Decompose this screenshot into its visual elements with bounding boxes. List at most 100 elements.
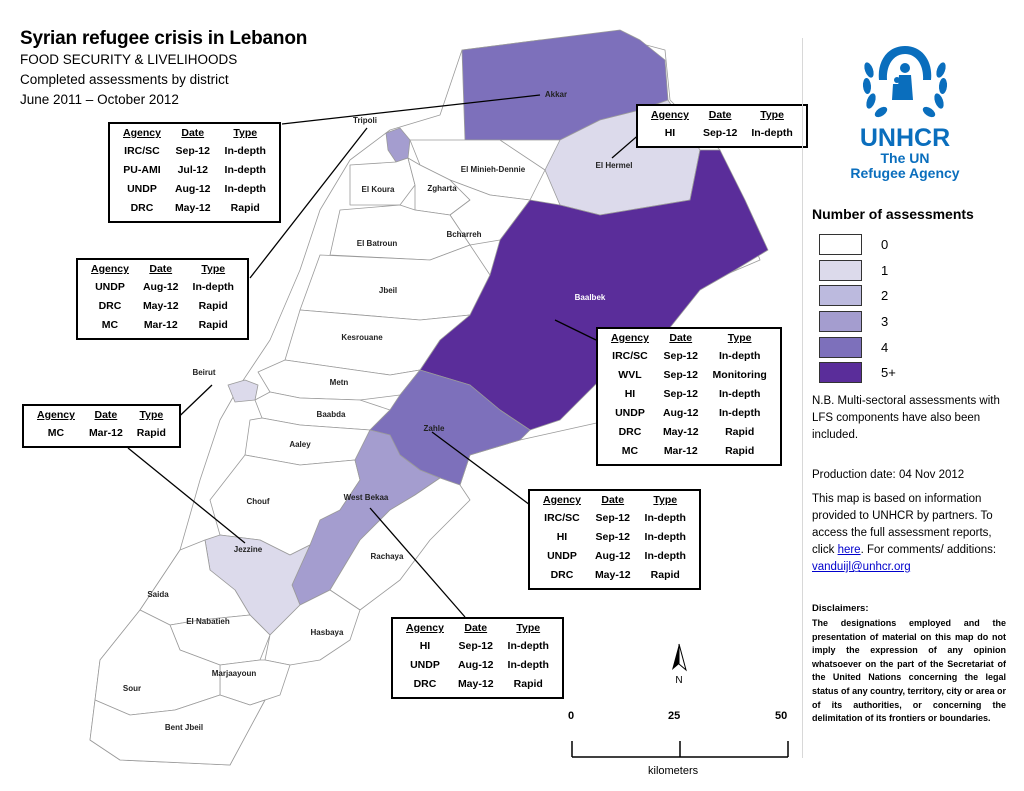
cell-date: Aug-12 (142, 281, 179, 293)
unhcr-logo: UNHCR The UN Refugee Agency (845, 40, 965, 190)
label-metn: Metn (330, 378, 349, 387)
cell-type: In-depth (718, 388, 761, 400)
label-zahle: Zahle (424, 424, 445, 433)
label-el-minieh-dennie: El Minieh-Dennie (461, 165, 526, 174)
report-link[interactable]: here (837, 544, 861, 556)
cell-type: In-depth (192, 281, 234, 293)
table-row: DRC May-12 Rapid (84, 298, 241, 317)
legend-item: 0 (812, 232, 1012, 258)
label-baabda: Baabda (317, 410, 346, 419)
column-header-type: Type (233, 127, 258, 139)
label-saida: Saida (147, 590, 169, 599)
column-header-agency: Agency (543, 494, 581, 506)
legend-label: 2 (881, 288, 889, 304)
table-row: UNDP Aug-12 In-depth (536, 548, 693, 567)
cell-date: Jul-12 (177, 164, 208, 176)
cell-type: In-depth (718, 407, 761, 419)
scale-unit: kilometers (648, 765, 699, 777)
table-row: IRC/SC Sep-12 In-depth (116, 143, 273, 162)
table-header-row: Agency Date Type (399, 622, 556, 638)
column-header-agency: Agency (406, 622, 444, 634)
cell-agency: PU-AMI (123, 164, 161, 176)
cell-agency: HI (664, 127, 676, 139)
cell-agency: IRC/SC (612, 350, 648, 362)
cell-agency: UNDP (615, 407, 645, 419)
cell-type: Rapid (136, 427, 166, 439)
legend: Number of assessments 0 1 2 3 4 5+ (812, 206, 1012, 386)
table-row: WVL Sep-12 Monitoring (604, 367, 774, 386)
cell-date: Aug-12 (594, 550, 631, 562)
column-header-date: Date (669, 332, 693, 344)
table-header-row: Agency Date Type (30, 409, 173, 425)
label-bcharreh: Bcharreh (446, 230, 481, 239)
legend-item: 1 (812, 258, 1012, 284)
column-header-agency: Agency (123, 127, 161, 139)
column-header-type: Type (760, 109, 784, 121)
leader-tripoli (249, 127, 368, 279)
cell-type: Rapid (513, 678, 543, 690)
table-row: HI Sep-12 In-depth (604, 386, 774, 405)
table-header-row: Agency Date Type (604, 332, 774, 348)
leader-baalbek (554, 319, 597, 341)
scale-tick-0: 0 (568, 710, 575, 722)
label-marjaayoun: Marjaayoun (212, 669, 257, 678)
cell-type: In-depth (507, 640, 549, 652)
column-header-agency: Agency (651, 109, 689, 121)
cell-type: In-depth (224, 164, 266, 176)
label-kesrouane: Kesrouane (341, 333, 383, 342)
label-sour: Sour (123, 684, 141, 693)
label-baalbek: Baalbek (575, 293, 606, 302)
label-tripoli: Tripoli (353, 116, 377, 125)
column-header-date: Date (94, 409, 118, 421)
assessment-box-tripoli: Agency Date Type UNDP Aug-12 In-depth DRC May-1… (76, 258, 249, 340)
cell-agency: UNDP (95, 281, 125, 293)
map-subtitle-topic: Completed assessments by district (20, 72, 229, 87)
cell-agency: IRC/SC (124, 145, 160, 157)
assessment-box-west-bekaa: Agency Date Type HI Sep-12 In-depth UNDP Aug-12… (391, 617, 564, 699)
label-aaley: Aaley (289, 440, 311, 449)
label-hasbaya: Hasbaya (311, 628, 344, 637)
leader-westbekaa (369, 507, 466, 618)
label-el-batroun: El Batroun (357, 239, 398, 248)
assessment-table: Agency Date Type IRC/SC Sep-12 In-depth HI Sep-… (536, 494, 693, 586)
district-bcharreh (449, 179, 531, 246)
table-row: MC Mar-12 Rapid (84, 317, 241, 336)
cell-agency: DRC (130, 202, 154, 214)
cell-agency: IRC/SC (544, 512, 580, 524)
cell-date: Sep-12 (175, 145, 210, 157)
assessment-table: Agency Date Type HI Sep-12 In-depth UNDP Aug-12… (399, 622, 556, 695)
assessment-table: Agency Date Type IRC/SC Sep-12 In-depth WVL Sep… (604, 332, 774, 462)
cell-date: Sep-12 (663, 350, 698, 362)
leader-zahle (431, 431, 531, 506)
district-beirut (227, 379, 259, 403)
logo-wordmark: UNHCR (859, 124, 951, 152)
legend-label: 4 (881, 339, 889, 355)
cell-agency: MC (47, 427, 65, 439)
cell-date: Sep-12 (458, 640, 493, 652)
table-row: UNDP Aug-12 In-depth (399, 657, 556, 676)
cell-agency: MC (621, 445, 639, 457)
table-row: UNDP Aug-12 In-depth (84, 279, 241, 298)
cell-type: In-depth (751, 127, 793, 139)
production-date: Production date: 04 Nov 2012 (812, 469, 965, 481)
cell-date: Aug-12 (174, 183, 211, 195)
table-row: HI Sep-12 In-depth (644, 125, 800, 144)
cell-type: Rapid (198, 319, 228, 331)
legend-item: 5+ (812, 360, 1012, 386)
cell-type: Rapid (230, 202, 260, 214)
legend-title: Number of assessments (812, 206, 974, 222)
column-header-type: Type (653, 494, 678, 506)
table-row: HI Sep-12 In-depth (399, 638, 556, 657)
cell-agency: DRC (618, 426, 642, 438)
cell-type: In-depth (718, 350, 761, 362)
cell-agency: WVL (618, 369, 642, 381)
cell-type: Rapid (725, 426, 755, 438)
cell-date: May-12 (174, 202, 211, 214)
cell-type: In-depth (644, 550, 686, 562)
label-beirut: Beirut (192, 368, 215, 377)
column-header-date: Date (708, 109, 732, 121)
contact-email-link[interactable]: vanduijl@unhcr.org (812, 561, 911, 573)
cell-date: Sep-12 (702, 127, 738, 139)
label-el-koura: El Koura (362, 185, 395, 194)
scale-bar-line (571, 741, 789, 758)
